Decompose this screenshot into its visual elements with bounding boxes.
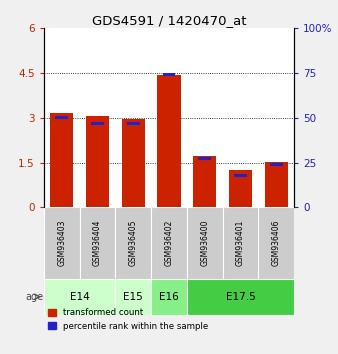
Bar [187, 207, 223, 279]
Bar [44, 279, 115, 315]
Legend: transformed count, percentile rank within the sample: transformed count, percentile rank withi… [48, 308, 208, 331]
Text: age: age [25, 292, 43, 302]
Bar [91, 122, 104, 125]
Bar [127, 122, 140, 125]
Text: E17.5: E17.5 [225, 292, 255, 302]
Text: GSM936403: GSM936403 [57, 220, 66, 266]
Bar [86, 116, 109, 207]
Text: GSM936400: GSM936400 [200, 220, 209, 266]
Text: GSM936405: GSM936405 [129, 220, 138, 266]
Bar [44, 207, 80, 279]
Bar [151, 279, 187, 315]
Text: GSM936404: GSM936404 [93, 220, 102, 266]
Bar [163, 73, 175, 76]
Bar [187, 279, 294, 315]
Bar [223, 207, 258, 279]
Text: GSM936401: GSM936401 [236, 220, 245, 266]
Bar [265, 162, 288, 207]
Bar [258, 207, 294, 279]
Text: GSM936406: GSM936406 [272, 220, 281, 266]
Bar [158, 75, 180, 207]
Bar [115, 279, 151, 315]
Bar [198, 158, 211, 160]
Bar [122, 119, 145, 207]
Bar [115, 207, 151, 279]
Text: E14: E14 [70, 292, 90, 302]
Text: E16: E16 [159, 292, 179, 302]
Bar [80, 207, 115, 279]
Text: GSM936402: GSM936402 [165, 220, 173, 266]
Bar [50, 113, 73, 207]
Bar [234, 173, 247, 177]
Bar [55, 116, 68, 119]
Bar [151, 207, 187, 279]
Title: GDS4591 / 1420470_at: GDS4591 / 1420470_at [92, 14, 246, 27]
Bar [193, 156, 216, 207]
Bar [270, 163, 283, 166]
Bar [229, 170, 252, 207]
Text: E15: E15 [123, 292, 143, 302]
